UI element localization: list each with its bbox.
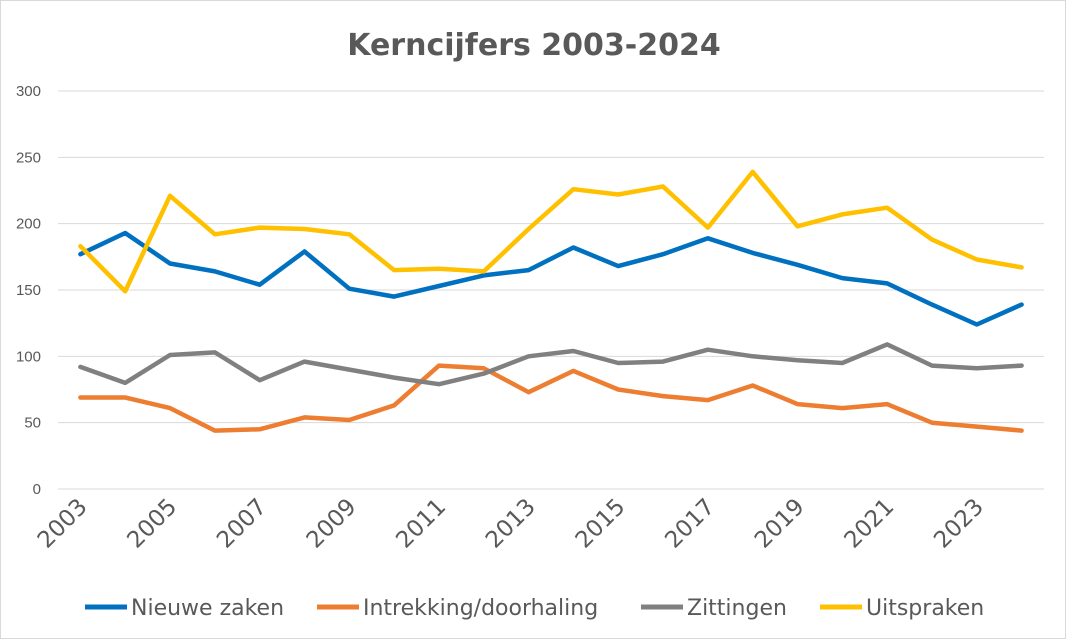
y-tick-label: 0 (33, 481, 41, 498)
series-line-intrekking-doorhaling (78, 363, 1024, 433)
x-tick-label: 2013 (481, 494, 541, 554)
x-axis-ticks: 2003 2005 2007 2009 2011 2013 2015 2017 2019 2021… (33, 494, 989, 554)
legend-label: Intrekking/doorhaling (363, 596, 598, 621)
x-tick-label: 2007 (212, 494, 272, 554)
y-tick-label: 250 (16, 149, 41, 166)
series-lines (78, 169, 1024, 433)
x-tick-label: 2021 (840, 494, 900, 554)
series-line-nieuwe-zaken (78, 230, 1024, 327)
y-tick-label: 100 (16, 348, 41, 365)
legend-label: Zittingen (687, 596, 787, 621)
legend-label: Uitspraken (866, 596, 984, 621)
chart-title: Kerncijfers 2003-2024 (347, 28, 721, 63)
x-tick-label: 2019 (750, 494, 810, 554)
series-line-uitspraken (78, 169, 1024, 294)
legend-label: Nieuwe zaken (131, 596, 284, 621)
x-tick-label: 2005 (123, 494, 183, 554)
x-tick-label: 2017 (660, 494, 720, 554)
x-tick-label: 2023 (929, 494, 989, 554)
y-tick-label: 300 (16, 83, 41, 100)
series-line-zittingen (78, 342, 1024, 387)
y-tick-label: 200 (16, 216, 41, 233)
x-tick-label: 2011 (391, 494, 451, 554)
y-tick-label: 150 (16, 282, 41, 299)
legend: Nieuwe zaken Intrekking/doorhaling Zitting… (85, 596, 984, 621)
x-tick-label: 2015 (571, 494, 631, 554)
y-tick-label: 50 (24, 415, 41, 432)
x-tick-label: 2003 (33, 494, 93, 554)
x-tick-label: 2009 (302, 494, 362, 554)
y-axis-ticks: 0 50 100 150 200 250 300 (16, 83, 41, 498)
